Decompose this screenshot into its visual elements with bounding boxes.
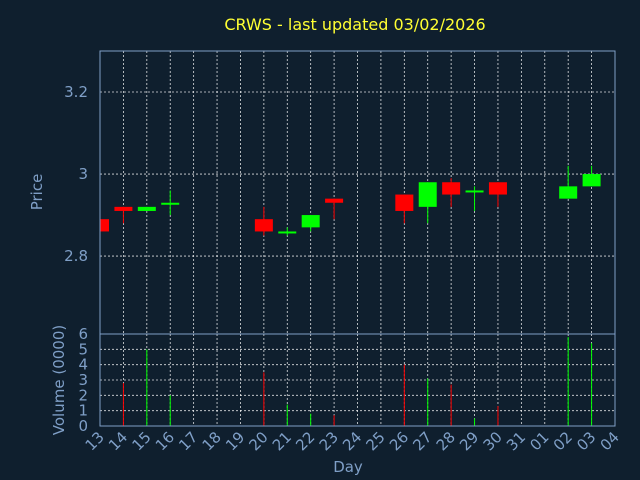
candle-body	[137, 206, 156, 211]
grid-layer	[99, 51, 616, 426]
x-tick-label: 28	[433, 428, 459, 454]
candle-body	[325, 198, 344, 203]
volume-tick-label: 0	[78, 417, 88, 435]
volume-tick-label: 5	[78, 340, 88, 358]
volume-axis-label: Volume (0000)	[50, 325, 68, 435]
x-tick-label: 23	[316, 428, 342, 454]
price-tick-label: 2.8	[64, 247, 88, 265]
volume-tick-label: 2	[78, 386, 88, 404]
candle-body	[442, 182, 461, 195]
x-axis-label: Day	[333, 458, 363, 476]
x-tick-label: 14	[105, 428, 131, 454]
volume-tick-label: 3	[78, 371, 88, 389]
x-tick-label: 25	[363, 428, 389, 454]
x-tick-label: 16	[152, 428, 178, 454]
candle-body	[582, 174, 601, 187]
x-tick-label: 24	[339, 428, 365, 454]
x-tick-label: 18	[199, 428, 225, 454]
volume-panel-frame	[99, 333, 616, 427]
marks-layer	[99, 165, 601, 426]
volume-tick-label: 4	[78, 356, 88, 374]
ticks-layer: 1314151617181920212223242526272829303101…	[64, 83, 623, 454]
candle-body	[254, 219, 273, 232]
candle-body	[301, 215, 320, 228]
x-tick-label: 30	[480, 428, 506, 454]
candle-body	[161, 202, 180, 205]
x-tick-label: 21	[269, 428, 295, 454]
x-tick-label: 29	[456, 428, 482, 454]
candle-body	[395, 194, 414, 211]
x-tick-label: 17	[175, 428, 201, 454]
candle-body	[559, 186, 578, 199]
chart-title: CRWS - last updated 03/02/2026	[224, 15, 485, 34]
candle-body	[114, 206, 133, 211]
x-tick-label: 03	[573, 428, 599, 454]
x-tick-label: 04	[597, 428, 623, 454]
price-tick-label: 3.2	[64, 83, 88, 101]
x-tick-label: 31	[503, 428, 529, 454]
x-tick-label: 15	[128, 428, 154, 454]
volume-tick-label: 6	[78, 325, 88, 343]
candle-body	[100, 219, 109, 232]
x-tick-label: 01	[526, 428, 552, 454]
x-tick-label: 19	[222, 428, 248, 454]
candle-body	[488, 182, 507, 195]
price-tick-label: 3	[78, 165, 88, 183]
volume-tick-label: 1	[78, 402, 88, 420]
x-tick-label: 20	[245, 428, 271, 454]
x-tick-label: 26	[386, 428, 412, 454]
x-tick-label: 02	[550, 428, 576, 454]
x-tick-label: 27	[409, 428, 435, 454]
candle-body	[278, 231, 297, 234]
candle-body	[418, 182, 437, 207]
candle-body	[465, 190, 484, 193]
x-tick-label: 22	[292, 428, 318, 454]
price-axis-label: Price	[28, 174, 46, 211]
